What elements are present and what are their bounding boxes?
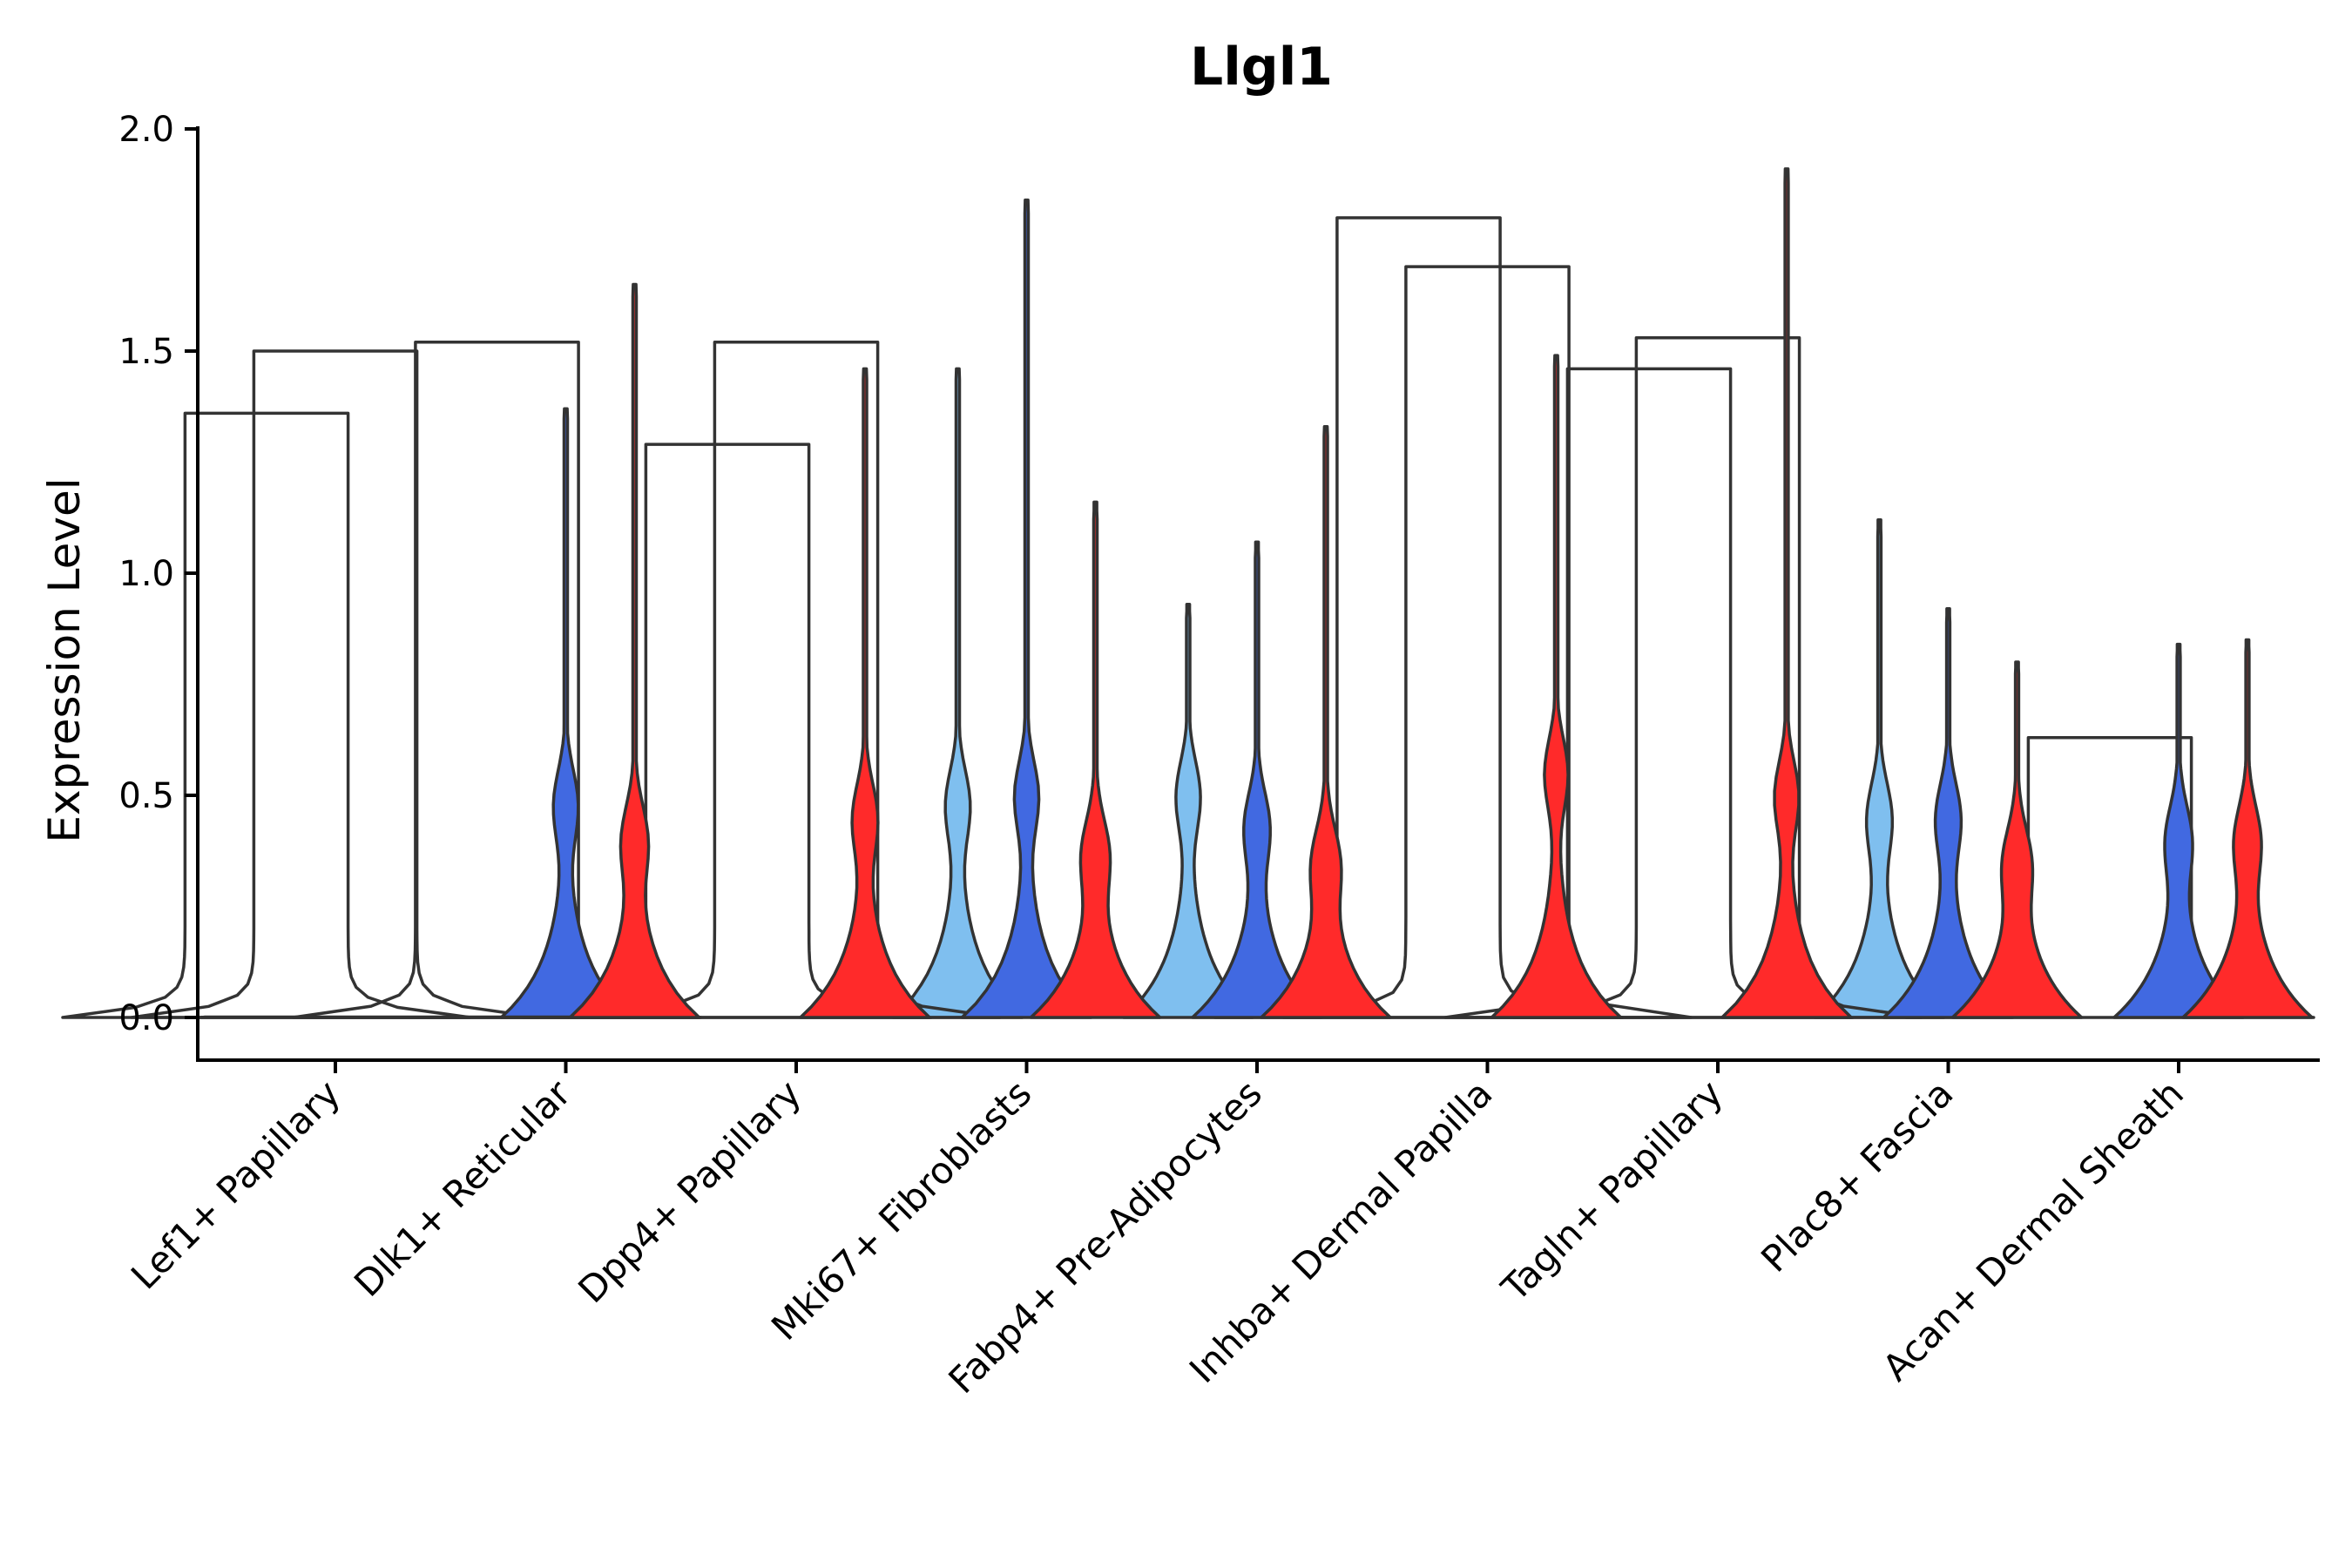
violin-3: [199, 1015, 610, 1019]
y-tick-label: 0.0: [118, 998, 174, 1038]
x-tick-label: Lef1+ Papillary: [123, 1071, 348, 1297]
violin-2: [499, 407, 632, 1019]
x-tick-label: Tagln+ Papillary: [1493, 1071, 1731, 1309]
violin-1: [1213, 216, 1625, 1019]
violin-2: [960, 198, 1093, 1019]
violin-1: [1813, 518, 1946, 1019]
x-tick-label: Dpp4+ Papillary: [570, 1071, 809, 1311]
y-tick-label: 2.0: [118, 110, 174, 150]
violin-2: [591, 341, 1002, 1019]
violin-2: [2112, 642, 2245, 1019]
violin-3: [2181, 638, 2314, 1019]
y-tick-label: 1.0: [118, 554, 174, 594]
violin-2: [1882, 607, 2015, 1019]
chart-title: Llgl1: [1190, 37, 1333, 98]
violin-1: [1122, 602, 1254, 1019]
y-axis: 0.0 0.5 1.0 1.5 2.0: [118, 110, 199, 1061]
violin-3: [1720, 167, 1853, 1019]
violins: [61, 167, 2315, 1019]
y-tick-label: 0.5: [118, 776, 174, 816]
violin-2: [130, 349, 541, 1019]
violin-2: [1281, 265, 1693, 1019]
y-axis-label: Expression Level: [39, 477, 90, 842]
x-tick-label: Plac8+ Fascia: [1753, 1071, 1961, 1280]
violin-3: [1029, 500, 1162, 1019]
violin-2: [1191, 540, 1323, 1019]
y-tick-label: 1.5: [118, 332, 174, 372]
violin-3: [568, 282, 701, 1019]
violin-3: [799, 367, 931, 1019]
violin-3: [1490, 354, 1623, 1019]
x-tick-label: Dlk1+ Reticular: [346, 1071, 579, 1305]
x-tick-label: Mki67+ Fibroblasts: [763, 1071, 1039, 1348]
violin-2: [1512, 335, 1923, 1019]
violin-1: [891, 367, 1024, 1019]
violin-3: [1260, 424, 1392, 1019]
violin-1: [61, 411, 472, 1019]
violin-3: [1950, 660, 2084, 1019]
